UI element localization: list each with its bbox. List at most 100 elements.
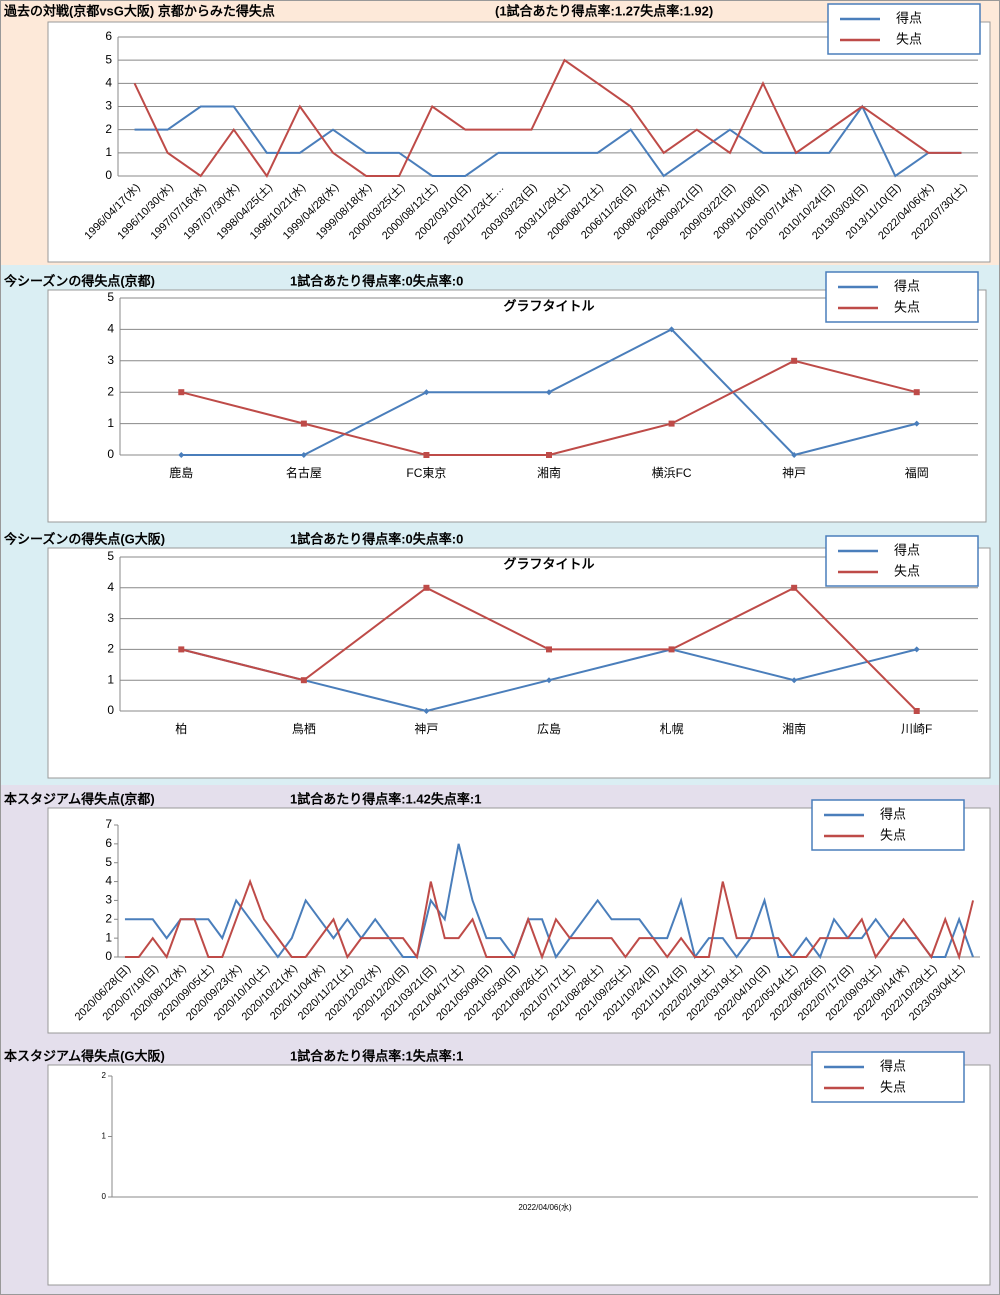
marker — [913, 646, 920, 653]
series-line — [124, 878, 975, 961]
y-tick-label: 1 — [105, 930, 112, 944]
x-tick-label: 鹿島 — [169, 465, 193, 480]
marker — [913, 389, 920, 396]
y-tick-label: 7 — [105, 817, 112, 831]
y-tick-label: 5 — [105, 855, 112, 869]
y-tick-label: 0 — [105, 949, 112, 963]
legend-label: 失点 — [880, 827, 906, 842]
y-tick-label: 1 — [107, 416, 114, 430]
section-subtitle: (1試合あたり得点率:1.27失点率:1.92) — [495, 3, 713, 18]
marker — [423, 584, 430, 591]
marker — [423, 389, 430, 396]
legend-label: 得点 — [896, 10, 922, 25]
y-tick-label: 0 — [107, 703, 114, 717]
chart-area — [47, 289, 987, 523]
y-tick-label: 6 — [105, 836, 112, 850]
marker — [178, 389, 185, 396]
chart-title: グラフタイトル — [503, 298, 594, 313]
y-tick-label: 1 — [105, 145, 112, 159]
y-tick-label: 2 — [107, 384, 114, 398]
section-title: 今シーズンの得失点(G大阪) — [3, 531, 165, 546]
marker — [546, 677, 552, 684]
legend-box — [811, 799, 965, 851]
legend-label: 失点 — [896, 31, 922, 46]
marker — [300, 677, 307, 684]
x-tick-label: 神戸 — [782, 466, 806, 480]
marker — [668, 420, 675, 427]
marker — [791, 357, 798, 364]
legend-label: 失点 — [894, 563, 920, 578]
marker — [791, 452, 798, 458]
y-tick-label: 0 — [107, 447, 114, 461]
y-tick-label: 4 — [107, 580, 114, 594]
marker — [668, 326, 675, 333]
y-tick-label: 5 — [107, 290, 114, 304]
x-tick-label: 鳥栖 — [292, 721, 316, 736]
marker — [300, 452, 307, 458]
marker — [546, 452, 552, 458]
marker — [913, 708, 920, 714]
x-tick-label: 福岡 — [905, 465, 929, 480]
y-tick-label: 5 — [105, 52, 112, 66]
x-tick-label: 柏 — [175, 721, 187, 736]
x-tick-label: 名古屋 — [286, 465, 322, 480]
marker — [546, 646, 552, 653]
section-subtitle: 1試合あたり得点率:1失点率:1 — [290, 1048, 463, 1063]
section-subtitle: 1試合あたり得点率:1.42失点率:1 — [290, 791, 481, 806]
y-tick-label: 3 — [107, 353, 114, 367]
y-tick-label: 0 — [105, 168, 112, 182]
y-tick-label: 3 — [107, 611, 114, 625]
y-tick-label: 2 — [102, 1071, 107, 1080]
legend-label: 得点 — [880, 806, 906, 821]
x-tick-label: 札幌 — [660, 721, 684, 736]
legend-box — [827, 3, 981, 55]
legend-box — [811, 1051, 965, 1103]
marker — [668, 646, 675, 653]
y-tick-label: 4 — [105, 874, 112, 888]
x-tick-label: 横浜FC — [652, 466, 692, 480]
y-tick-label: 2 — [105, 911, 112, 925]
marker — [913, 420, 920, 427]
legend-label: 失点 — [880, 1079, 906, 1094]
y-tick-label: 3 — [105, 893, 112, 907]
y-tick-label: 6 — [105, 29, 112, 43]
marker — [178, 452, 185, 458]
legend-label: 失点 — [894, 299, 920, 314]
section-title: 本スタジアム得失点(京都) — [4, 791, 155, 806]
x-tick-label: 広島 — [537, 721, 561, 736]
chart-title: グラフタイトル — [503, 556, 594, 571]
x-tick-label: 神戸 — [414, 722, 438, 736]
marker — [791, 584, 798, 591]
section-title: 過去の対戦(京都vsG大阪) 京都からみた得失点 — [3, 3, 275, 18]
series-line — [134, 104, 962, 178]
marker — [300, 420, 307, 427]
marker — [423, 452, 430, 458]
legend-label: 得点 — [894, 542, 920, 557]
legend-box — [825, 271, 979, 323]
series-line — [133, 58, 962, 178]
x-tick-label: 川崎F — [901, 722, 932, 736]
legend-box — [825, 535, 979, 587]
section-title: 今シーズンの得失点(京都) — [3, 273, 155, 288]
x-tick-label: FC東京 — [406, 466, 446, 480]
chart-area — [47, 21, 991, 263]
x-tick-label: 湘南 — [782, 721, 806, 736]
legend-label: 得点 — [894, 278, 920, 293]
marker — [791, 677, 798, 684]
y-tick-label: 2 — [105, 122, 112, 136]
y-tick-label: 0 — [102, 1192, 107, 1201]
x-tick-label: 2022/04/06(水) — [518, 1202, 572, 1212]
section-subtitle: 1試合あたり得点率:0失点率:0 — [290, 531, 463, 546]
y-tick-label: 4 — [105, 76, 112, 90]
x-tick-label: 湘南 — [537, 465, 561, 480]
section-subtitle: 1試合あたり得点率:0失点率:0 — [290, 273, 463, 288]
marker — [546, 389, 552, 396]
y-tick-label: 5 — [107, 549, 114, 563]
y-tick-label: 4 — [107, 322, 114, 336]
marker — [423, 708, 430, 714]
section-title: 本スタジアム得失点(G大阪) — [4, 1048, 165, 1063]
y-tick-label: 1 — [107, 672, 114, 686]
y-tick-label: 1 — [102, 1132, 107, 1141]
